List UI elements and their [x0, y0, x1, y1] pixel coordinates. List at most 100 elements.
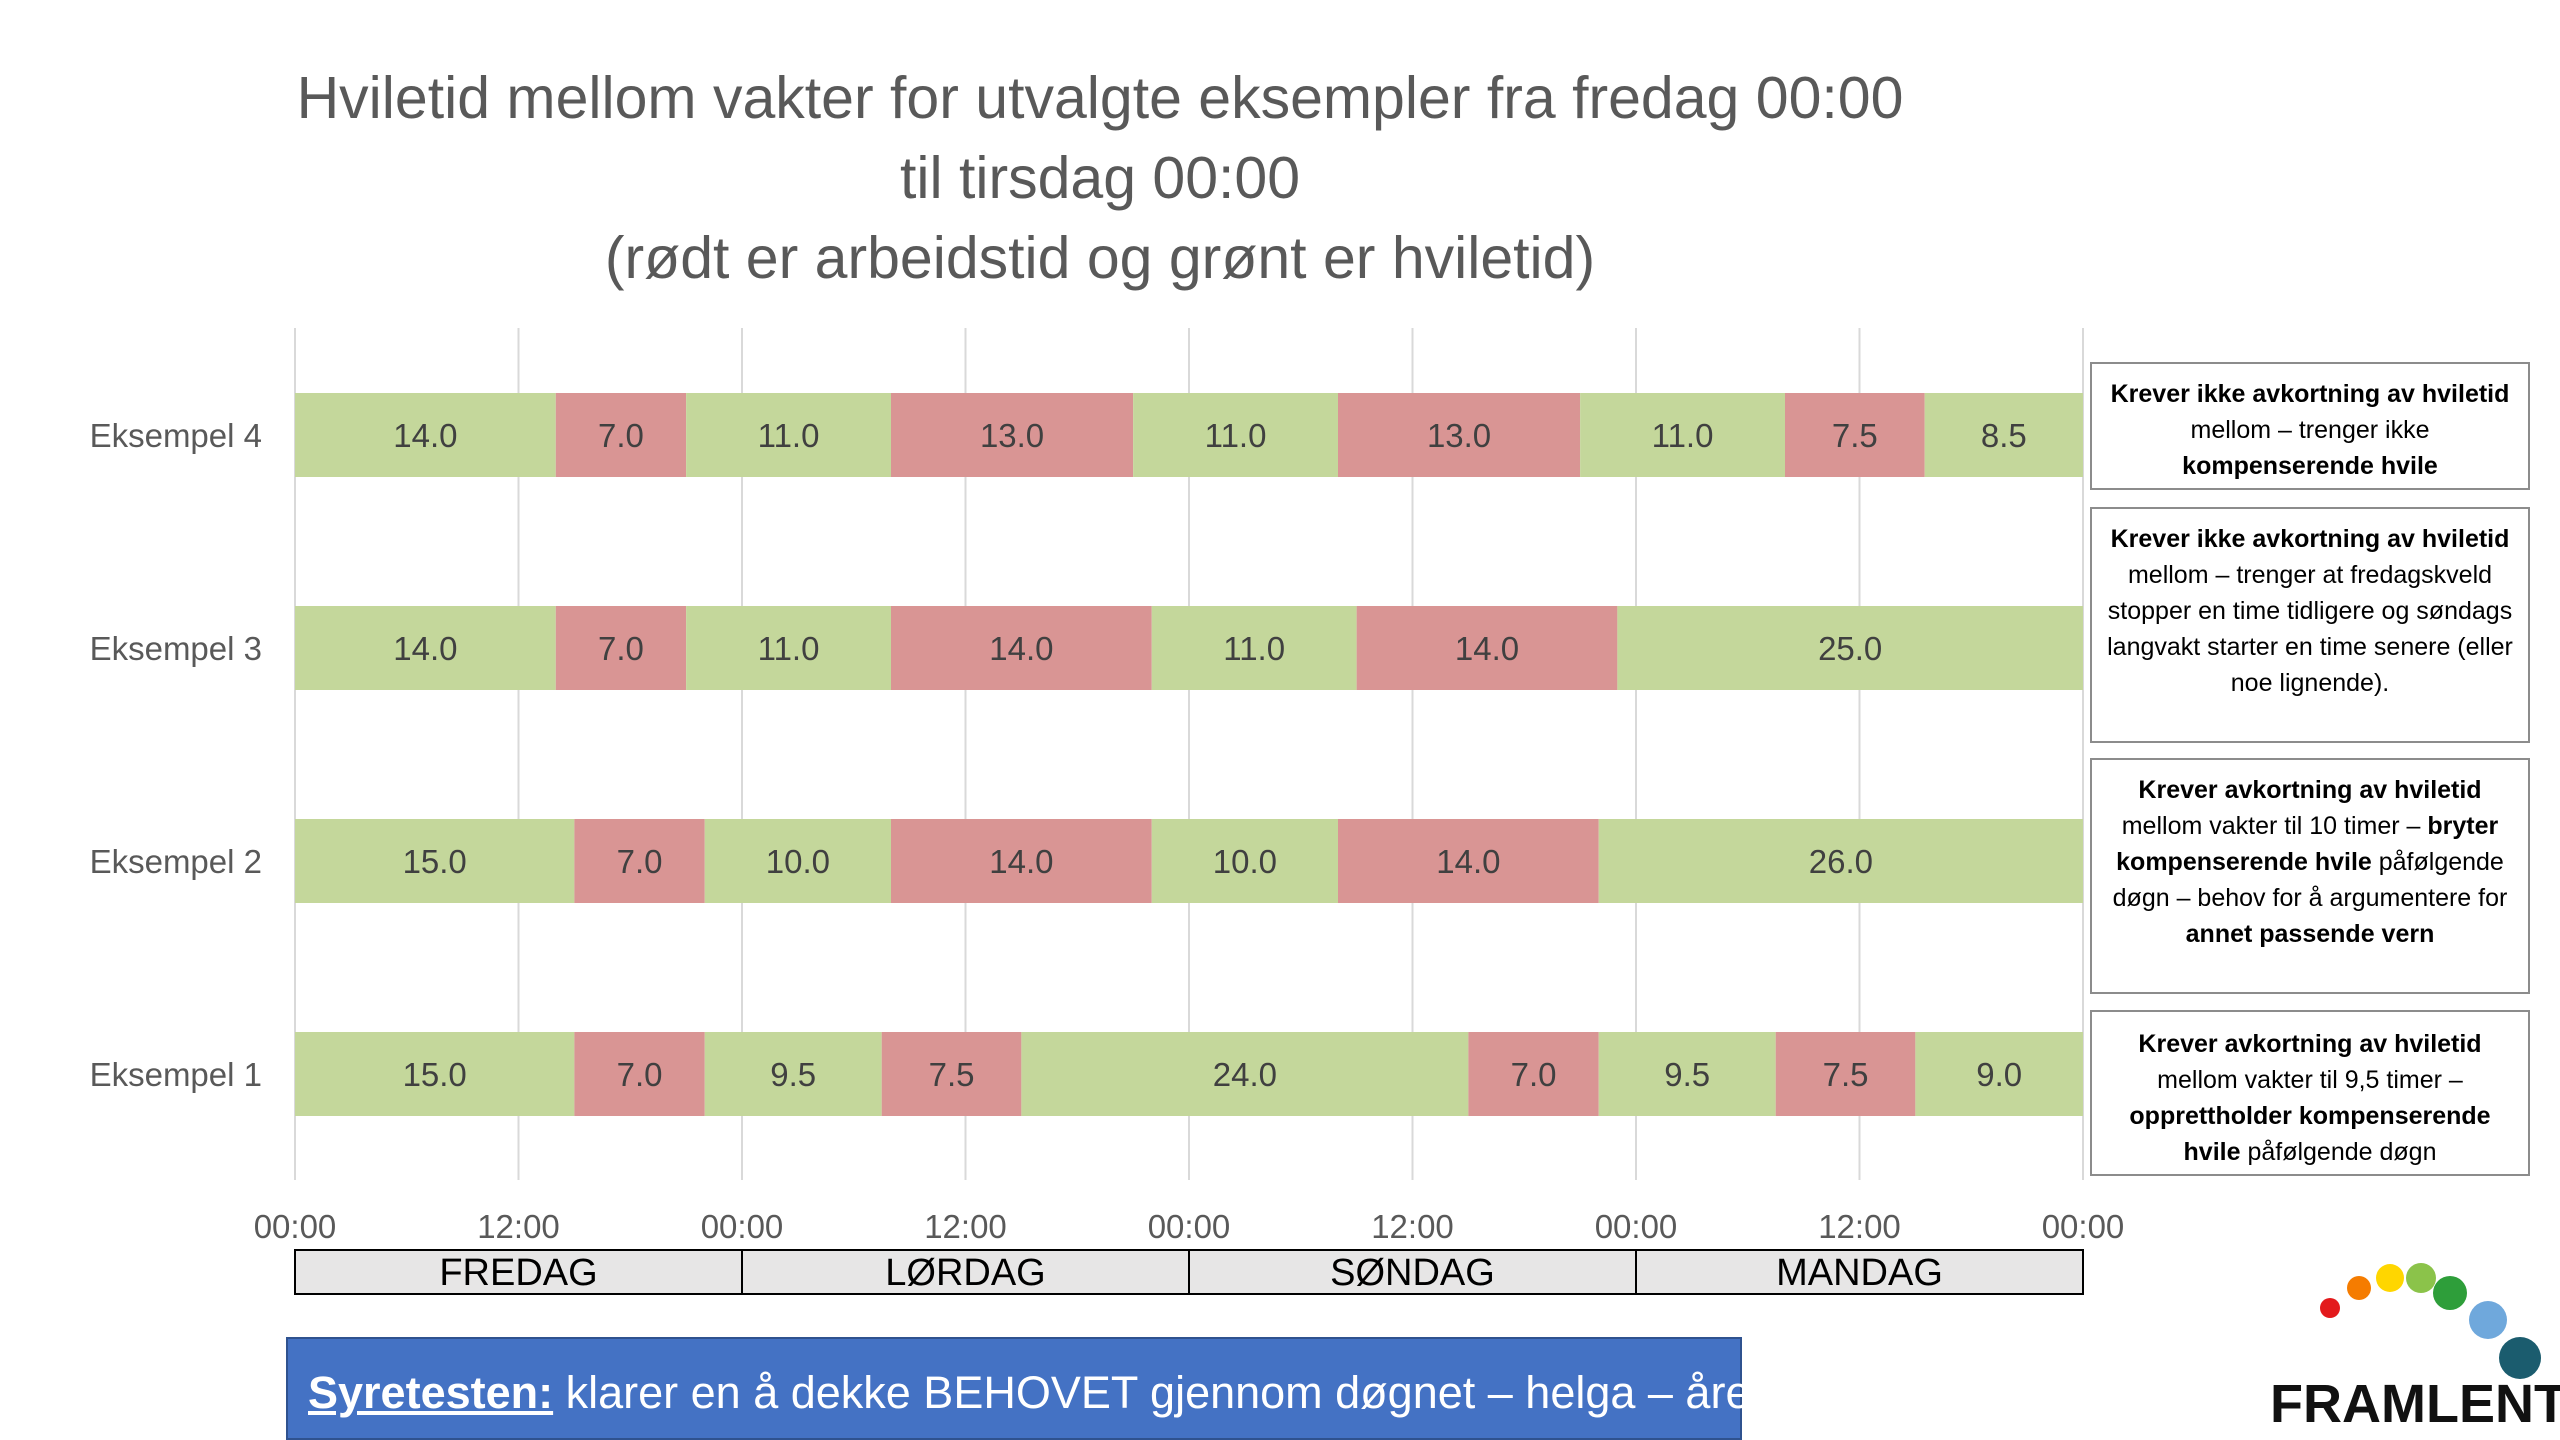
row-label: Eksempel 2	[90, 843, 262, 880]
data-label: 7.0	[1511, 1056, 1557, 1093]
data-label: 9.5	[770, 1056, 816, 1093]
note-text-part: annet passende vern	[2185, 920, 2435, 948]
x-tick-label: 12:00	[1371, 1208, 1454, 1245]
note-text-part: påfølgende døgn	[2240, 1138, 2437, 1166]
bar-segment-work	[1338, 819, 1599, 903]
bar-segment-work	[881, 1032, 1022, 1116]
note-eksempel-1: Krever avkortning av hviletid mellom vak…	[2090, 1010, 2530, 1176]
note-text-part: opprettholder kompenserende hvile	[2129, 1102, 2491, 1166]
bar-segment-rest	[704, 819, 891, 903]
logo-text: FRAMLENT	[2270, 1374, 2560, 1434]
data-label: 13.0	[980, 417, 1044, 454]
stacked-bar-chart: Eksempel 4 14.0 7.0 11.0 13.0 11.0 13.0 11.0 7.5…	[90, 328, 2124, 1295]
bar-segment-rest	[1915, 1032, 2083, 1116]
bar-segment-rest	[1598, 1032, 1776, 1116]
syretesten-banner: Syretesten: klarer en å dekke BEHOVET gj…	[286, 1337, 1788, 1440]
data-label: 24.0	[1213, 1056, 1277, 1093]
note-text-part: bryter kompenserende hvile	[2116, 812, 2499, 876]
data-label: 7.5	[1823, 1056, 1869, 1093]
note-text-part: Krever avkortning av hviletid	[2138, 776, 2482, 804]
bar-segment-rest	[1580, 393, 1785, 477]
bar-segment-rest	[1133, 393, 1338, 477]
bar-segment-rest	[295, 1032, 575, 1116]
logo-dot	[2433, 1276, 2467, 1310]
data-label: 10.0	[1213, 843, 1277, 880]
day-box	[294, 1249, 743, 1295]
data-label: 8.5	[1981, 417, 2027, 454]
note-text-part: kompenserende hvile	[2182, 452, 2438, 480]
logo-dot	[2320, 1298, 2340, 1318]
x-tick-label: 00:00	[1595, 1208, 1678, 1245]
x-tick-label: 12:00	[1818, 1208, 1901, 1245]
data-label: 14.0	[393, 417, 457, 454]
syretesten-label: Syretesten:	[308, 1367, 554, 1418]
note-eksempel-3: Krever ikke avkortning av hviletid mello…	[2090, 507, 2530, 743]
data-label: 13.0	[1427, 417, 1491, 454]
logo-dot	[2499, 1337, 2541, 1379]
logo-dot	[2347, 1276, 2371, 1300]
data-label: 7.5	[929, 1056, 975, 1093]
bar-segment-work	[555, 606, 687, 690]
chart-title-line-3: (rødt er arbeidstid og grønt er hviletid…	[604, 225, 1596, 291]
note-text-part: mellom vakter til 10 timer –	[2121, 812, 2428, 840]
bar-segment-rest	[295, 606, 556, 690]
note-eksempel-2: Krever avkortning av hviletid mellom vak…	[2090, 758, 2530, 994]
note-text-part: mellom vakter til 9,5 timer –	[2157, 1066, 2463, 1094]
bar-segment-rest	[295, 819, 575, 903]
bar-segment-rest	[1924, 393, 2083, 477]
data-label: 7.0	[617, 1056, 663, 1093]
bar-segment-rest	[704, 1032, 882, 1116]
bar-segment-rest	[295, 393, 556, 477]
data-label: 7.0	[598, 630, 644, 667]
day-box	[1635, 1249, 2084, 1295]
bar-segment-rest	[1617, 606, 2083, 690]
note-text-part: Krever avkortning av hviletid	[2138, 1030, 2482, 1058]
day-label: SØNDAG	[1330, 1252, 1495, 1294]
data-label: 9.0	[1976, 1056, 2022, 1093]
logo-dot	[2376, 1264, 2404, 1292]
chart-title: Hviletid mellom vakter for utvalgte ekse…	[160, 58, 2040, 298]
data-label: 26.0	[1809, 843, 1873, 880]
data-label: 14.0	[393, 630, 457, 667]
bar-segment-rest	[1598, 819, 2083, 903]
chart-title-line-2: til tirsdag 00:00	[899, 145, 1301, 211]
x-tick-label: 00:00	[254, 1208, 337, 1245]
data-label: 14.0	[1455, 630, 1519, 667]
bar-segment-work	[1338, 393, 1581, 477]
note-text-part: Krever ikke avkortning av hviletid	[2110, 380, 2510, 408]
bar-segment-work	[574, 1032, 705, 1116]
x-tick-label: 00:00	[1148, 1208, 1231, 1245]
data-label: 14.0	[989, 630, 1053, 667]
x-tick-label: 12:00	[477, 1208, 560, 1245]
bar-segment-work	[1775, 1032, 1916, 1116]
data-label: 10.0	[766, 843, 830, 880]
note-text-part: mellom – trenger at fredagskveld stopper…	[2107, 561, 2513, 697]
logo-dot	[2406, 1263, 2436, 1293]
bar-segment-work	[891, 393, 1134, 477]
x-tick-label: 00:00	[701, 1208, 784, 1245]
row-label: Eksempel 3	[90, 630, 262, 667]
data-label: 11.0	[1223, 630, 1285, 667]
day-label: LØRDAG	[885, 1252, 1045, 1294]
data-label: 11.0	[1652, 417, 1714, 454]
bar-segment-rest	[1151, 819, 1338, 903]
logo-dots	[2320, 1263, 2541, 1379]
bar-segment-work	[1785, 393, 1925, 477]
data-label: 7.0	[617, 843, 663, 880]
data-label: 11.0	[758, 630, 820, 667]
day-label: MANDAG	[1776, 1252, 1943, 1294]
data-label: 7.5	[1832, 417, 1878, 454]
day-label: FREDAG	[439, 1252, 597, 1294]
bar-segment-rest	[686, 606, 891, 690]
logo-dot	[2469, 1301, 2507, 1339]
data-label: 9.5	[1664, 1056, 1710, 1093]
data-label: 15.0	[403, 843, 467, 880]
data-label: 11.0	[1205, 417, 1267, 454]
data-label: 14.0	[989, 843, 1053, 880]
row-label: Eksempel 4	[90, 417, 262, 454]
syretesten-text: klarer en å dekke BEHOVET gjennom døgnet…	[553, 1367, 1788, 1418]
note-text-part: påfølgende døgn – behov for å argumenter…	[2112, 848, 2508, 912]
row-label: Eksempel 1	[90, 1056, 262, 1093]
bar-segment-work	[574, 819, 705, 903]
bar-segment-work	[1356, 606, 1618, 690]
